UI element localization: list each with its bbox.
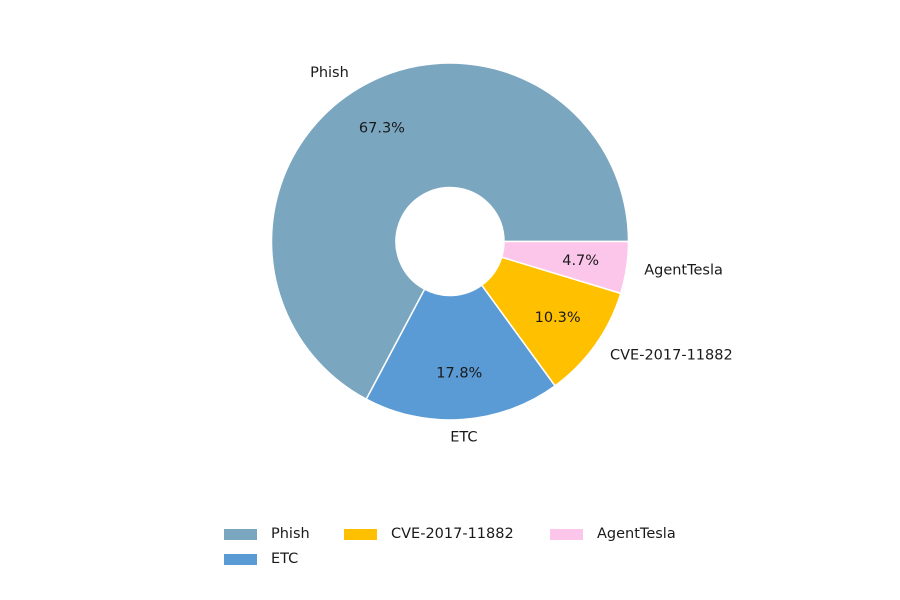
legend-item-phish: Phish — [224, 526, 310, 542]
legend-item-etc: ETC — [224, 551, 298, 567]
slice-label-cve-2017-11882: CVE-2017-11882 — [610, 347, 733, 363]
legend-swatch-cve-2017-11882 — [344, 528, 377, 540]
legend-item-cve-2017-11882: CVE-2017-11882 — [344, 526, 514, 542]
slice-etc — [365, 284, 557, 421]
pct-label-agenttesla: 4.7% — [562, 253, 599, 269]
pct-label-etc: 17.8% — [436, 365, 482, 381]
slice-label-etc: ETC — [450, 429, 477, 445]
slice-label-phish: Phish — [310, 65, 349, 81]
slice-label-agenttesla: AgentTesla — [644, 262, 723, 278]
legend-label-agenttesla: AgentTesla — [597, 526, 676, 542]
legend-swatch-etc — [224, 553, 257, 565]
slice-cve-2017-11882 — [480, 256, 622, 387]
legend-label-phish: Phish — [271, 526, 310, 542]
slice-phish — [270, 62, 630, 401]
legend-swatch-phish — [224, 528, 257, 540]
pct-label-cve-2017-11882: 10.3% — [535, 310, 581, 326]
legend-swatch-agenttesla — [550, 528, 583, 540]
legend-label-etc: ETC — [271, 551, 299, 567]
legend: Phish ETC CVE-2017-11882 AgentTesla — [224, 526, 744, 576]
pct-label-phish: 67.3% — [359, 120, 405, 136]
legend-item-agenttesla: AgentTesla — [550, 526, 676, 542]
legend-label-cve-2017-11882: CVE-2017-11882 — [391, 526, 514, 542]
slice-agenttesla — [500, 240, 630, 295]
